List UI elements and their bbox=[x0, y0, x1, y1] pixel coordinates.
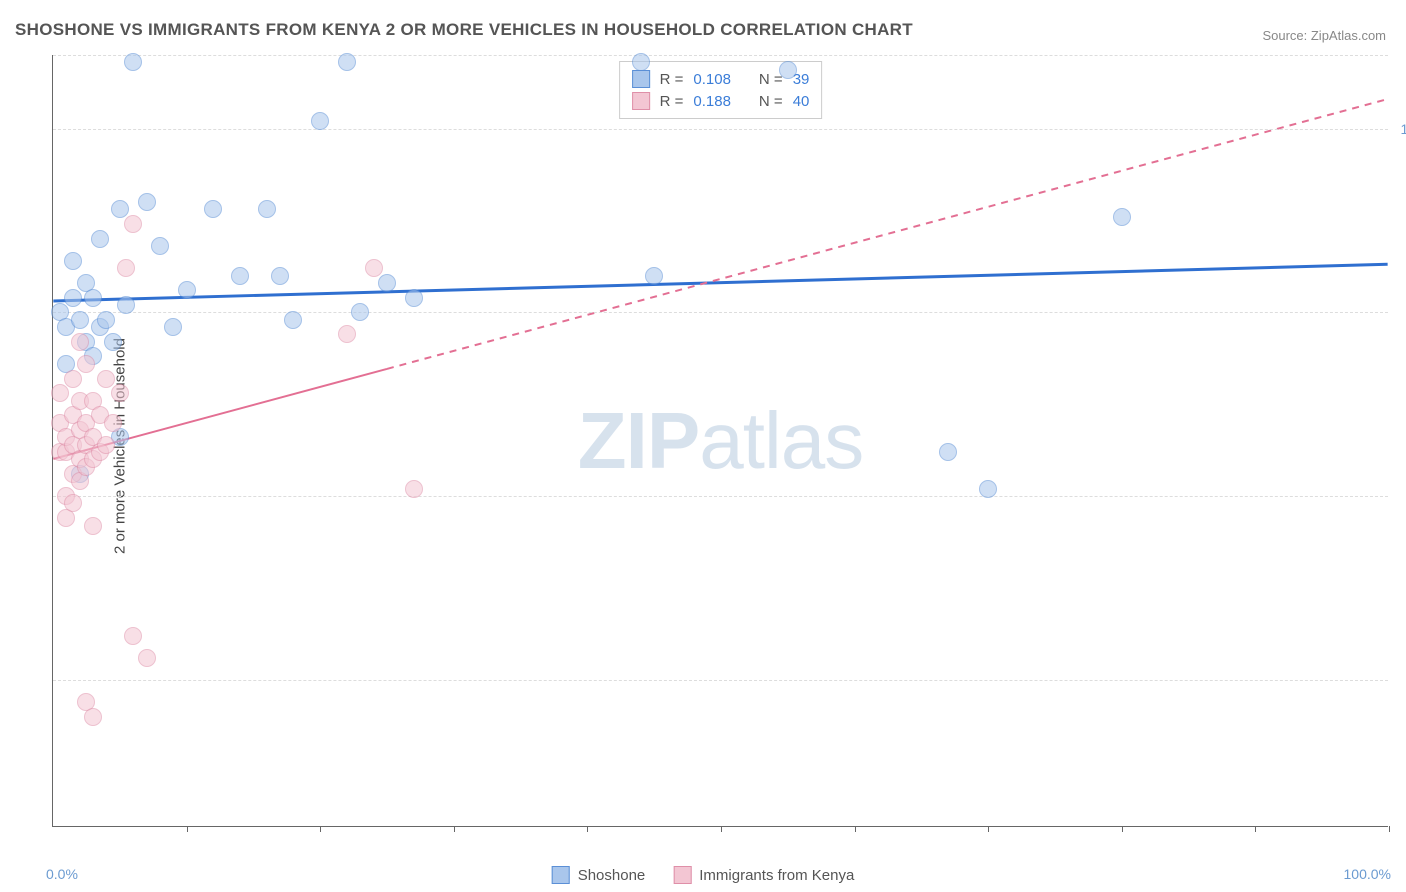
data-point bbox=[405, 289, 423, 307]
x-tick bbox=[320, 826, 321, 832]
trend-line-solid bbox=[53, 264, 1387, 301]
data-point bbox=[71, 311, 89, 329]
data-point bbox=[405, 480, 423, 498]
data-point bbox=[939, 443, 957, 461]
r-label: R = bbox=[660, 93, 684, 110]
data-point bbox=[164, 318, 182, 336]
gridline bbox=[53, 680, 1388, 681]
data-point bbox=[111, 200, 129, 218]
watermark-zip: ZIP bbox=[578, 396, 699, 485]
swatch-shoshone bbox=[552, 866, 570, 884]
data-point bbox=[311, 112, 329, 130]
data-point bbox=[51, 384, 69, 402]
data-point bbox=[138, 649, 156, 667]
data-point bbox=[645, 267, 663, 285]
data-point bbox=[64, 252, 82, 270]
x-tick bbox=[1122, 826, 1123, 832]
x-tick bbox=[1389, 826, 1390, 832]
data-point bbox=[151, 237, 169, 255]
x-tick bbox=[587, 826, 588, 832]
data-point bbox=[84, 289, 102, 307]
data-point bbox=[378, 274, 396, 292]
swatch-shoshone bbox=[632, 70, 650, 88]
data-point bbox=[97, 370, 115, 388]
gridline bbox=[53, 496, 1388, 497]
data-point bbox=[97, 436, 115, 454]
data-point bbox=[124, 53, 142, 71]
legend-series: Shoshone Immigrants from Kenya bbox=[552, 866, 855, 884]
data-point bbox=[124, 215, 142, 233]
gridline bbox=[53, 55, 1388, 56]
trend-lines bbox=[53, 55, 1388, 826]
x-tick bbox=[988, 826, 989, 832]
data-point bbox=[64, 494, 82, 512]
data-point bbox=[204, 200, 222, 218]
data-point bbox=[64, 289, 82, 307]
data-point bbox=[632, 53, 650, 71]
legend-item-shoshone: Shoshone bbox=[552, 866, 646, 884]
data-point bbox=[284, 311, 302, 329]
data-point bbox=[258, 200, 276, 218]
swatch-kenya bbox=[673, 866, 691, 884]
data-point bbox=[779, 61, 797, 79]
data-point bbox=[104, 333, 122, 351]
data-point bbox=[365, 259, 383, 277]
data-point bbox=[64, 370, 82, 388]
source-label: Source: ZipAtlas.com bbox=[1262, 28, 1386, 43]
data-point bbox=[91, 230, 109, 248]
chart-title: SHOSHONE VS IMMIGRANTS FROM KENYA 2 OR M… bbox=[15, 20, 913, 40]
data-point bbox=[117, 259, 135, 277]
data-point bbox=[178, 281, 196, 299]
legend-label: Immigrants from Kenya bbox=[699, 867, 854, 884]
plot-area: ZIPatlas R = 0.108 N = 39 R = 0.188 N = … bbox=[52, 55, 1388, 827]
data-point bbox=[84, 517, 102, 535]
data-point bbox=[138, 193, 156, 211]
data-point bbox=[77, 355, 95, 373]
legend-label: Shoshone bbox=[578, 867, 646, 884]
gridline bbox=[53, 129, 1388, 130]
data-point bbox=[1113, 208, 1131, 226]
x-tick bbox=[855, 826, 856, 832]
data-point bbox=[124, 627, 142, 645]
r-value: 0.108 bbox=[693, 71, 731, 88]
data-point bbox=[338, 53, 356, 71]
watermark: ZIPatlas bbox=[578, 395, 863, 487]
r-value: 0.188 bbox=[693, 93, 731, 110]
data-point bbox=[231, 267, 249, 285]
x-axis-max-label: 100.0% bbox=[1344, 866, 1391, 882]
swatch-kenya bbox=[632, 92, 650, 110]
legend-item-kenya: Immigrants from Kenya bbox=[673, 866, 854, 884]
data-point bbox=[271, 267, 289, 285]
data-point bbox=[111, 384, 129, 402]
gridline bbox=[53, 312, 1388, 313]
data-point bbox=[979, 480, 997, 498]
data-point bbox=[338, 325, 356, 343]
n-value: 40 bbox=[793, 93, 810, 110]
data-point bbox=[84, 708, 102, 726]
chart-container: SHOSHONE VS IMMIGRANTS FROM KENYA 2 OR M… bbox=[0, 0, 1406, 892]
data-point bbox=[104, 414, 122, 432]
legend-row-kenya: R = 0.188 N = 40 bbox=[632, 90, 810, 112]
watermark-atlas: atlas bbox=[699, 396, 863, 485]
data-point bbox=[97, 311, 115, 329]
trend-line-dashed bbox=[387, 99, 1388, 369]
data-point bbox=[351, 303, 369, 321]
data-point bbox=[71, 333, 89, 351]
x-tick bbox=[187, 826, 188, 832]
x-tick bbox=[721, 826, 722, 832]
n-label: N = bbox=[759, 93, 783, 110]
r-label: R = bbox=[660, 71, 684, 88]
y-tick-label: 100.0% bbox=[1401, 121, 1406, 137]
x-axis-min-label: 0.0% bbox=[46, 866, 78, 882]
x-tick bbox=[454, 826, 455, 832]
data-point bbox=[117, 296, 135, 314]
x-tick bbox=[1255, 826, 1256, 832]
